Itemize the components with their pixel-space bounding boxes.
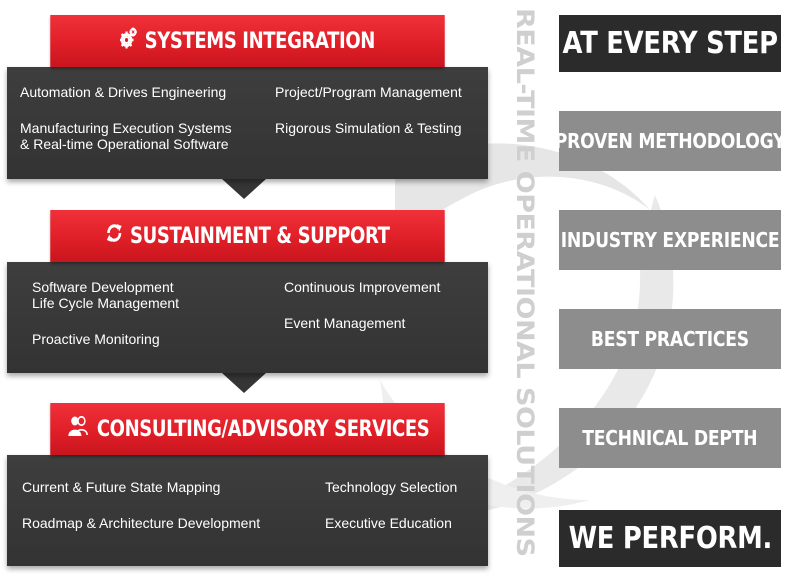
list-item: Continuous Improvement — [284, 279, 441, 295]
list-item: Automation & Drives Engineering — [20, 84, 227, 100]
list-item: Technology Selection — [325, 479, 458, 495]
tag-industry-experience: INDUSTRY EXPERIENCE — [559, 210, 781, 270]
list-item: Current & Future State Mapping — [22, 479, 221, 495]
systems-integration-header: SYSTEMS INTEGRATION — [50, 15, 445, 67]
consulting-advisory-panel: CONSULTING/ADVISORY SERVICES Current & F… — [7, 403, 488, 566]
panel-arrow-1 — [222, 179, 266, 199]
list-item: Project/Program Management — [275, 84, 462, 100]
sustainment-support-panel: SUSTAINMENT & SUPPORT Software Developme… — [7, 210, 488, 373]
tag-technical-depth: TECHNICAL DEPTH — [559, 408, 781, 468]
vertical-label: REAL-TIME OPERATIONAL SOLUTIONS — [510, 8, 538, 557]
systems-integration-panel: SYSTEMS INTEGRATION Automation & Drives … — [7, 15, 488, 179]
list-item: Proactive Monitoring — [32, 331, 160, 347]
systems-integration-title: SYSTEMS INTEGRATION — [144, 28, 376, 54]
consulting-advisory-body: Current & Future State Mapping Technolog… — [7, 455, 488, 566]
gears-icon — [119, 27, 138, 55]
tag-best-practices: BEST PRACTICES — [559, 309, 781, 369]
list-item: Manufacturing Execution Systems & Real-ti… — [20, 120, 232, 152]
tag-proven-methodology: PROVEN METHODOLOGY — [555, 111, 786, 171]
sustainment-support-title: SUSTAINMENT & SUPPORT — [130, 223, 390, 249]
systems-integration-body: Automation & Drives Engineering Project/… — [7, 67, 488, 179]
tag-at-every-step: AT EVERY STEP — [559, 15, 781, 72]
tag-we-perform: WE PERFORM. — [559, 510, 781, 567]
people-icon — [66, 415, 91, 443]
refresh-icon — [105, 222, 123, 250]
list-item: Roadmap & Architecture Development — [22, 515, 261, 531]
sustainment-support-header: SUSTAINMENT & SUPPORT — [50, 210, 445, 262]
list-item: Rigorous Simulation & Testing — [275, 120, 462, 136]
consulting-advisory-header: CONSULTING/ADVISORY SERVICES — [50, 403, 445, 455]
panel-arrow-2 — [222, 373, 266, 393]
list-item: Software Development Life Cycle Managemen… — [32, 279, 180, 311]
list-item: Event Management — [284, 315, 406, 331]
consulting-advisory-title: CONSULTING/ADVISORY SERVICES — [96, 416, 430, 442]
sustainment-support-body: Software Development Life Cycle Managemen… — [7, 262, 488, 373]
list-item: Executive Education — [325, 515, 452, 531]
